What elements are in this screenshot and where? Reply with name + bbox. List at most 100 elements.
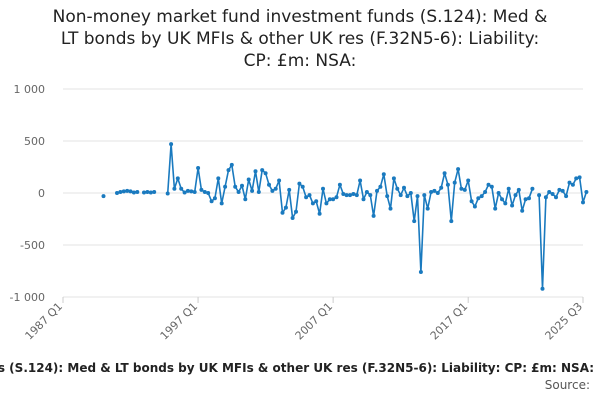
legend: Non-money market fund investment funds (… [0, 361, 600, 377]
data-point [388, 206, 393, 211]
data-point [574, 176, 579, 181]
data-point [253, 169, 258, 174]
data-point [179, 186, 184, 191]
data-point [206, 191, 211, 195]
data-point [442, 171, 447, 176]
data-point [256, 190, 261, 194]
data-point [476, 196, 481, 201]
data-point [486, 182, 491, 187]
data-point [584, 190, 589, 194]
data-point [169, 142, 174, 147]
data-point [189, 189, 194, 194]
data-point [172, 186, 177, 191]
data-point [310, 201, 315, 206]
data-point [395, 186, 400, 191]
data-point [496, 191, 501, 195]
data-point [405, 194, 410, 199]
data-point [493, 206, 498, 211]
data-point [273, 186, 278, 191]
x-tick-label: 1987 Q1 [23, 300, 66, 343]
data-point [317, 211, 322, 216]
data-point [118, 190, 123, 194]
data-point [223, 184, 228, 189]
data-point [175, 176, 180, 181]
data-point [500, 197, 504, 202]
data-point [233, 184, 238, 189]
legend-label: Non-money market fund investment funds (… [0, 361, 594, 375]
data-point [307, 193, 312, 198]
y-tick-label: 0 [38, 187, 45, 200]
data-point [429, 190, 434, 194]
x-axis: 1987 Q1 1997 Q1 2007 Q1 2017 Q1 2025 Q3 [23, 297, 585, 343]
data-point [202, 190, 207, 194]
data-point [192, 190, 197, 194]
data-point [250, 188, 255, 193]
data-point [145, 190, 150, 194]
data-point [391, 176, 396, 181]
data-point [520, 208, 525, 213]
data-point [564, 194, 569, 199]
data-point [361, 197, 366, 202]
data-point [327, 197, 332, 202]
data-point [283, 205, 288, 210]
data-point [331, 197, 336, 202]
data-point [277, 178, 282, 183]
data-point [304, 195, 309, 200]
data-point [199, 187, 204, 192]
data-point [142, 190, 146, 195]
data-point [294, 209, 298, 214]
data-point [469, 199, 474, 204]
data-point [324, 201, 329, 206]
data-point [577, 175, 582, 180]
data-point [287, 187, 292, 192]
data-point [445, 182, 450, 187]
data-point [462, 187, 467, 192]
data-point [236, 190, 241, 194]
data-point [290, 216, 295, 220]
data-point [466, 178, 471, 183]
y-tick-label: -500 [20, 239, 45, 252]
data-point [354, 193, 359, 198]
y-tick-label: -1 000 [10, 291, 45, 304]
data-point [125, 188, 130, 193]
data-point [449, 219, 454, 224]
data-point [378, 184, 383, 189]
data-point [543, 195, 548, 200]
data-point [348, 193, 352, 198]
data-point [135, 190, 140, 194]
data-point [415, 194, 420, 199]
series-layer [101, 142, 589, 291]
data-point [435, 191, 440, 195]
data-point [402, 185, 406, 190]
data-point [567, 180, 572, 185]
data-point [280, 210, 285, 215]
data-point [479, 194, 484, 199]
data-point [425, 206, 430, 211]
data-point [375, 188, 379, 193]
data-point [152, 190, 157, 194]
data-point [165, 191, 170, 196]
data-point [364, 190, 369, 194]
data-point [398, 193, 403, 198]
y-tick-label: 1 000 [14, 83, 46, 96]
y-tick-label: 500 [24, 135, 45, 148]
data-point [371, 213, 376, 218]
data-point [128, 189, 133, 194]
data-point [510, 203, 515, 208]
x-tick-label: 1997 Q1 [158, 300, 201, 343]
data-point [459, 186, 464, 191]
data-point [196, 166, 201, 170]
data-point [472, 204, 477, 209]
data-point [412, 219, 417, 224]
data-point [212, 196, 217, 201]
data-point [115, 191, 119, 195]
chart-title-line: LT bonds by UK MFIs & other UK res (F.32… [60, 29, 540, 49]
data-point [570, 182, 575, 187]
data-point [300, 184, 305, 189]
data-point [422, 193, 427, 198]
data-point [560, 188, 565, 193]
data-point [209, 199, 214, 204]
data-point [344, 193, 349, 198]
data-point [121, 189, 126, 194]
data-point [523, 197, 528, 202]
